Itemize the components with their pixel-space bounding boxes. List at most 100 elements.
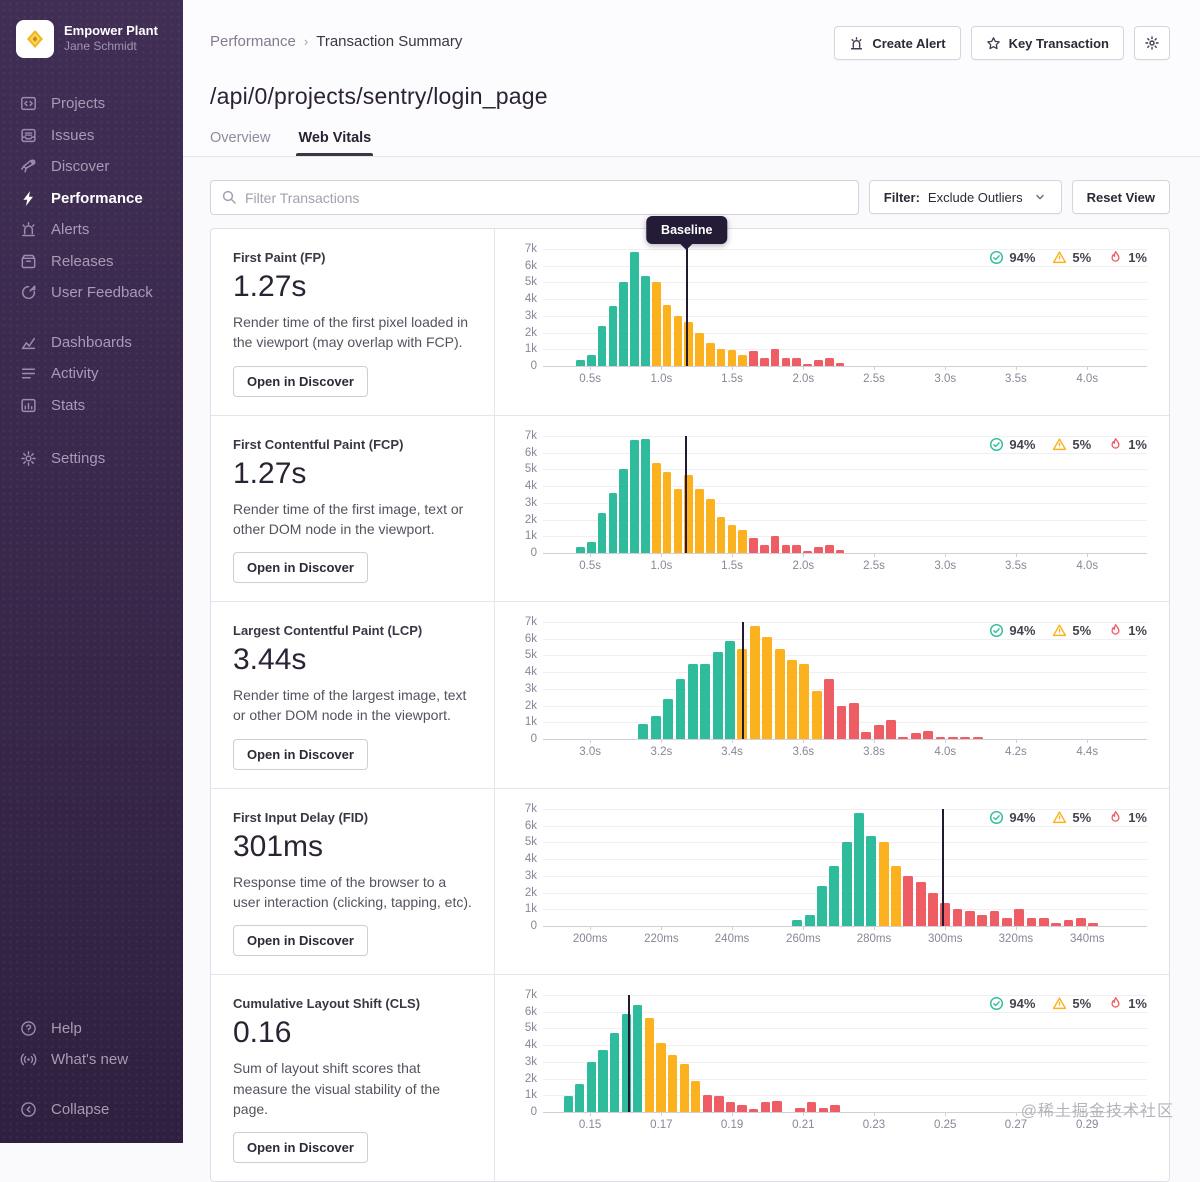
histogram-bar-green (663, 699, 674, 740)
y-axis-label: 2k (524, 513, 537, 526)
gridline (543, 1112, 1147, 1114)
histogram-bar-red (824, 358, 834, 366)
y-axis-label: 4k (524, 852, 537, 865)
whats-new-icon (20, 1051, 37, 1068)
open-in-discover-button[interactable]: Open in Discover (233, 925, 368, 957)
histogram-bar-red (989, 910, 1000, 926)
histogram-bar-red (760, 544, 769, 553)
filter-transactions-input[interactable] (210, 180, 859, 215)
histogram-bar-yellow (738, 529, 748, 553)
sidebar-item-label: Stats (51, 396, 86, 414)
gridline (543, 333, 1147, 334)
org-switcher[interactable]: Empower Plant Jane Schmidt (0, 16, 183, 62)
open-in-discover-button[interactable]: Open in Discover (233, 1132, 368, 1164)
gridline (543, 552, 1147, 554)
tab-overview[interactable]: Overview (210, 130, 271, 146)
histogram-bar-red (1014, 908, 1025, 926)
sidebar-item-label: Help (51, 1019, 82, 1037)
key-transaction-label: Key Transaction (1008, 35, 1109, 51)
poor-fire-icon (1108, 810, 1123, 825)
tab-web-vitals[interactable]: Web Vitals (296, 130, 374, 156)
reset-view-button[interactable]: Reset View (1071, 180, 1170, 214)
x-axis-label: 3.4s (721, 746, 743, 759)
y-axis-label: 2k (524, 886, 537, 899)
sidebar-item-projects[interactable]: Projects (0, 88, 183, 120)
histogram-bar-green (597, 512, 607, 553)
key-transaction-button[interactable]: Key Transaction (970, 26, 1124, 60)
histogram-bar-yellow (656, 1043, 666, 1113)
badge-value: 1% (1128, 436, 1147, 452)
histogram-bar-red (770, 349, 780, 366)
sidebar-item-alerts[interactable]: Alerts (0, 214, 183, 246)
histogram-bar-green (854, 812, 864, 926)
gridline (543, 519, 1147, 521)
histogram-bar-green (598, 1050, 608, 1113)
x-axis: 0.15 0.17 0.19 0.21 0.23 0.25 0.27 0.29 (543, 1112, 1147, 1136)
filter-toolbar: Filter: Exclude Outliers Reset View (210, 180, 1170, 215)
histogram-bar-green (619, 468, 629, 553)
histogram-bar-red (824, 679, 835, 740)
y-axis-label: 3k (524, 310, 537, 322)
badge-fire: 1% (1108, 996, 1147, 1011)
sidebar-item-releases[interactable]: Releases (0, 246, 183, 278)
open-in-discover-button[interactable]: Open in Discover (233, 365, 368, 397)
histogram-bar-green (619, 282, 629, 366)
baseline-marker (741, 622, 744, 740)
badge-fire: 1% (1108, 623, 1147, 638)
vitals-badges: 94% 5% 1% (989, 623, 1147, 638)
histogram-bar-yellow (684, 322, 693, 366)
open-in-discover-button[interactable]: Open in Discover (233, 552, 368, 584)
gridline (543, 689, 1147, 691)
y-axis-label: 0 (530, 733, 537, 746)
page-header: Performance › Transaction Summary Create… (183, 0, 1200, 157)
y-axis-label: 6k (524, 446, 537, 459)
sidebar-collapse-button[interactable]: Collapse (0, 1094, 183, 1126)
org-user: Jane Schmidt (64, 39, 137, 54)
sidebar-item-dashboards[interactable]: Dashboards (0, 327, 183, 359)
x-tick-mark (661, 552, 663, 557)
vitals-badges: 94% 5% 1% (989, 250, 1147, 265)
sidebar-item-settings[interactable]: Settings (0, 443, 183, 475)
badge-fire: 1% (1108, 250, 1147, 265)
sidebar-item-user-feedback[interactable]: User Feedback (0, 277, 183, 309)
sidebar-item-stats[interactable]: Stats (0, 390, 183, 422)
x-axis-label: 260ms (786, 932, 821, 945)
vital-title: Largest Contentful Paint (LCP) (233, 623, 423, 639)
badge-value: 5% (1072, 436, 1092, 452)
sidebar-item-whats-new[interactable]: What's new (0, 1044, 183, 1076)
meh-warning-icon (1052, 623, 1067, 638)
gridline (543, 1079, 1147, 1081)
y-axis-label: 5k (524, 649, 537, 662)
sidebar-item-performance[interactable]: Performance (0, 183, 183, 215)
histogram-bar-yellow (679, 1064, 689, 1113)
sidebar-item-discover[interactable]: Discover (0, 151, 183, 183)
sidebar-item-help[interactable]: Help (0, 1013, 183, 1045)
histogram-bar-red (886, 720, 896, 740)
meh-warning-icon (1052, 810, 1067, 825)
histogram-bar-green (575, 1084, 585, 1113)
histogram-bar-green (576, 546, 585, 553)
histogram-bar-yellow (891, 865, 901, 926)
x-axis-label: 1.5s (721, 373, 743, 385)
vitals-badges: 94% 5% 1% (989, 437, 1147, 452)
settings-gear-button[interactable] (1134, 26, 1170, 60)
badge-value: 1% (1128, 623, 1147, 639)
create-alert-button[interactable]: Create Alert (834, 26, 961, 60)
x-tick-mark (803, 552, 805, 557)
open-in-discover-button[interactable]: Open in Discover (233, 738, 368, 770)
badge-value: 94% (1009, 436, 1036, 452)
gridline (543, 435, 1147, 437)
filter-outliers-dropdown[interactable]: Filter: Exclude Outliers (868, 180, 1062, 214)
histogram-bar-red (1075, 917, 1086, 926)
x-axis: 200ms 220ms 240ms 260ms 280ms 300ms 320ms 340ms (543, 925, 1147, 950)
y-axis-label: 7k (524, 616, 537, 629)
tab-bar: Overview Web Vitals (210, 130, 1170, 156)
x-tick-mark (661, 366, 663, 370)
badge-value: 5% (1072, 250, 1092, 265)
breadcrumb-performance[interactable]: Performance (210, 33, 296, 50)
sidebar-item-issues[interactable]: Issues (0, 120, 183, 152)
histogram-bar-red (772, 1101, 782, 1113)
sidebar-item-activity[interactable]: Activity (0, 358, 183, 390)
y-axis-label: 1k (524, 716, 537, 729)
x-axis-label: 0.15 (578, 1119, 602, 1132)
